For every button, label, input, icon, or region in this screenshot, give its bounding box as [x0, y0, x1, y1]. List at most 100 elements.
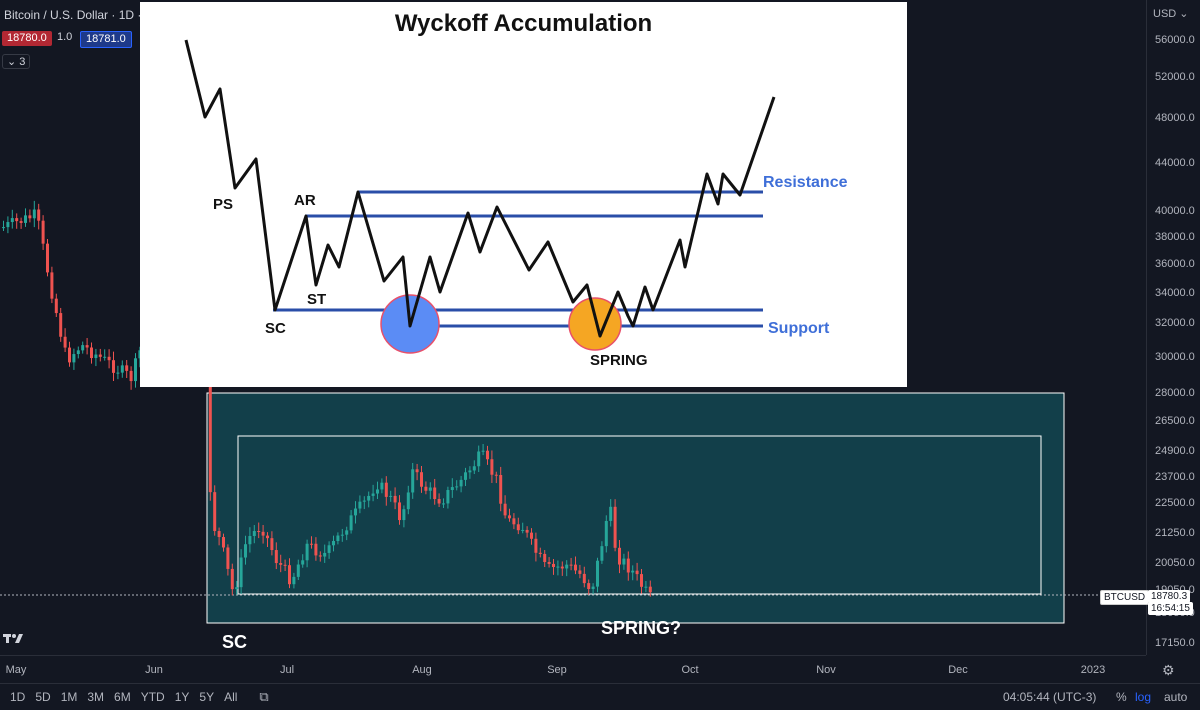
candle-body: [323, 552, 327, 557]
candle-body: [292, 576, 296, 585]
candle-body: [640, 574, 643, 587]
clock-label[interactable]: 04:05:44 (UTC-3): [1003, 690, 1097, 704]
candle-body: [46, 243, 49, 273]
candle-body: [376, 489, 379, 494]
candle-body: [450, 487, 454, 491]
candle-body: [54, 298, 58, 314]
percent-toggle[interactable]: %: [1116, 690, 1127, 704]
auto-toggle[interactable]: auto: [1164, 690, 1188, 704]
candle-body: [6, 222, 10, 228]
candle-body: [384, 482, 388, 497]
timeframe-button-3m[interactable]: 3M: [87, 690, 105, 704]
currency-selector[interactable]: USD ⌄: [1153, 7, 1189, 20]
candle-body: [459, 479, 463, 487]
ask-price-box[interactable]: 18781.0: [80, 31, 132, 48]
price-axis[interactable]: USD ⌄ 56000.0 52000.0 48000.0 44000.0 40000.…: [1146, 0, 1200, 655]
candle-body: [59, 313, 63, 337]
candle-body: [600, 546, 604, 561]
candle-body: [367, 495, 371, 501]
candle-body: [37, 209, 41, 221]
candle-body: [424, 486, 428, 491]
time-axis[interactable]: May Jun Jul Aug Sep Oct Nov Dec 2023 ⚙: [0, 655, 1175, 684]
candle-body: [609, 506, 613, 521]
candle-body: [81, 345, 85, 351]
wyckoff-lines: [184, 39, 776, 354]
candle-body: [587, 583, 591, 589]
timeframe-button-1m[interactable]: 1M: [60, 690, 78, 704]
candle-body: [411, 469, 415, 493]
candle-body: [503, 503, 507, 516]
time-tick: Sep: [547, 664, 567, 676]
timeframe-button-1y[interactable]: 1Y: [174, 690, 190, 704]
candle-body: [591, 586, 595, 589]
price-tick: 17150.0: [1155, 637, 1195, 649]
bottom-toolbar: 1D 5D 1M 3M 6M YTD 1Y 5Y All ⧉ 04:05:44 (UTC-3) …: [0, 683, 1200, 710]
candle-body: [582, 573, 586, 584]
candle-body: [217, 531, 221, 538]
candle-body: [239, 557, 243, 588]
timeframe-button-5d[interactable]: 5D: [35, 690, 51, 704]
settings-gear-icon[interactable]: ⚙: [1162, 662, 1175, 678]
candle-body: [138, 350, 142, 359]
candle-body: [41, 220, 45, 244]
candles: [2, 200, 652, 597]
candle-body: [596, 560, 599, 587]
candle-chart[interactable]: [0, 0, 1146, 655]
candle-body: [134, 358, 137, 382]
candle-body: [415, 469, 419, 473]
candle-body: [270, 538, 274, 551]
candle-body: [301, 560, 305, 565]
candle-body: [90, 347, 93, 359]
candle-body: [120, 365, 124, 373]
candle-body: [340, 534, 344, 536]
candle-body: [569, 564, 573, 566]
date-range-calendar-icon[interactable]: ⧉: [259, 689, 269, 704]
label-resistance: Resistance: [763, 174, 848, 191]
label-spring: SPRING: [590, 352, 648, 369]
candle-body: [336, 535, 340, 542]
range-box[interactable]: [206, 392, 1065, 624]
candle-body: [107, 356, 111, 361]
annotation-spring[interactable]: SPRING?: [601, 618, 682, 638]
candle-body: [116, 372, 120, 374]
timeframe-button-ytd[interactable]: YTD: [140, 690, 165, 704]
chevron-down-icon: ⌄: [7, 56, 17, 68]
candle-body: [512, 518, 516, 525]
label-ps: PS: [213, 196, 234, 213]
candle-body: [420, 472, 423, 487]
bid-price-box[interactable]: 18780.0: [2, 31, 52, 46]
candle-body: [305, 543, 309, 561]
timeframe-button-all[interactable]: All: [224, 690, 238, 704]
timeframe-button-1d[interactable]: 1D: [10, 690, 26, 704]
log-toggle[interactable]: log: [1135, 690, 1152, 704]
candle-body: [556, 566, 560, 568]
candle-body: [274, 550, 278, 564]
candle-body: [538, 552, 542, 554]
price-tick: 24900.0: [1155, 445, 1195, 457]
annotation-sc[interactable]: SC: [222, 632, 248, 652]
candle-body: [252, 531, 256, 537]
candle-body: [543, 553, 547, 563]
price-tick: 28000.0: [1155, 387, 1195, 399]
candle-body: [76, 350, 80, 355]
wyckoff-title: Wyckoff Accumulation: [394, 10, 653, 37]
timeframe-button-5y[interactable]: 5Y: [199, 690, 215, 704]
candle-body: [525, 529, 529, 533]
indicators-toggle[interactable]: ⌄ 3: [2, 54, 31, 69]
label-ar: AR: [294, 192, 316, 209]
timeframe-button-6m[interactable]: 6M: [114, 690, 131, 704]
chart-pane[interactable]: Bitcoin / U.S. Dollar · 1D · BITFINEX · …: [0, 0, 1146, 655]
candle-body: [10, 218, 14, 223]
currency-label: USD: [1153, 8, 1177, 20]
candle-body: [455, 486, 459, 488]
wyckoff-diagram-image[interactable]: Wyckoff Accumulation PS AR ST SC SPRING …: [140, 2, 907, 387]
time-tick: Oct: [681, 664, 699, 676]
candle-body: [402, 509, 406, 521]
candle-body: [565, 564, 569, 569]
candle-body: [318, 555, 322, 557]
candle-body: [631, 570, 635, 573]
candle-body: [230, 568, 234, 590]
candle-body: [530, 532, 533, 539]
candle-body: [28, 215, 32, 219]
accumulation-rectangle[interactable]: [237, 435, 1042, 595]
